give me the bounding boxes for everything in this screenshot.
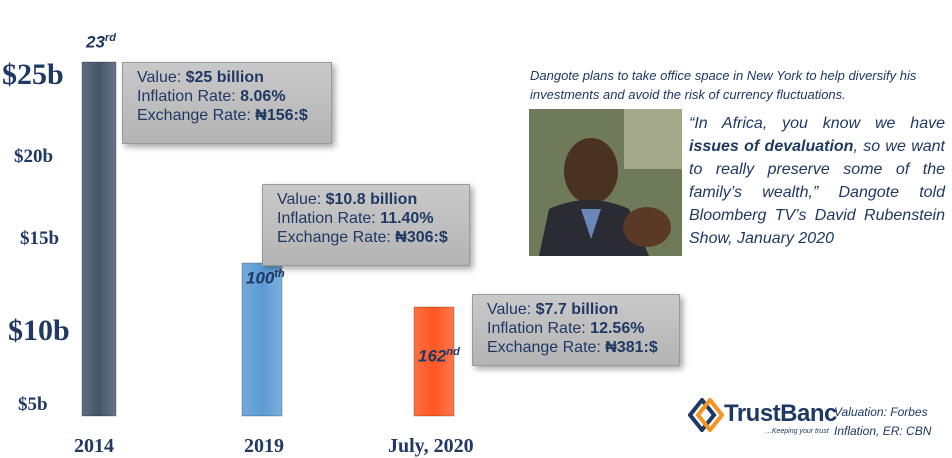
rank-label-2014: 23rd bbox=[86, 32, 116, 52]
callout-2014: Value: $25 billion Inflation Rate: 8.06%… bbox=[122, 62, 332, 144]
callout-exchange: Exchange Rate: ₦381:$ bbox=[487, 339, 658, 356]
callout-value: Value: $10.8 billion bbox=[277, 191, 418, 208]
source-inflation: Inflation, ER: CBN bbox=[834, 424, 932, 438]
callout-exchange: Exchange Rate: ₦306:$ bbox=[277, 229, 448, 246]
y-tick-label: $20b bbox=[14, 146, 54, 167]
quote-text: “In Africa, you know we have issues of d… bbox=[689, 115, 945, 247]
logo-wordmark: TrustBanc bbox=[724, 400, 837, 427]
x-tick-label: 2014 bbox=[74, 435, 114, 457]
callout-inflation: Inflation Rate: 8.06% bbox=[137, 88, 286, 105]
bar-2019 bbox=[241, 262, 283, 417]
callout-inflation: Inflation Rate: 11.40% bbox=[277, 210, 434, 227]
callout-inflation: Inflation Rate: 12.56% bbox=[487, 320, 645, 337]
bar-july-2020 bbox=[413, 306, 455, 417]
callout-2020: Value: $7.7 billion Inflation Rate: 12.5… bbox=[472, 294, 680, 366]
x-tick-label: 2019 bbox=[244, 435, 284, 457]
portrait-photo bbox=[529, 109, 682, 256]
callout-2019: Value: $10.8 billion Inflation Rate: 11.… bbox=[262, 184, 470, 266]
logo-tagline: ...Keeping your trust bbox=[766, 428, 829, 435]
x-tick-label: July, 2020 bbox=[388, 435, 474, 457]
callout-value: Value: $25 billion bbox=[137, 69, 264, 86]
y-tick-label: $15b bbox=[20, 228, 60, 249]
y-tick-label: $10b bbox=[8, 314, 70, 347]
y-tick-label: $25b bbox=[2, 58, 64, 91]
rank-label-2020: 162nd bbox=[418, 346, 460, 366]
context-note: Dangote plans to take office space in Ne… bbox=[530, 68, 917, 102]
trustbanc-logo-icon bbox=[688, 398, 724, 432]
callout-exchange: Exchange Rate: ₦156:$ bbox=[137, 107, 308, 124]
y-tick-label: $5b bbox=[18, 394, 48, 415]
source-valuation: Valuation: Forbes bbox=[834, 405, 928, 419]
bar-2014 bbox=[81, 61, 117, 417]
rank-label-2019: 100th bbox=[246, 268, 285, 288]
callout-value: Value: $7.7 billion bbox=[487, 301, 619, 318]
